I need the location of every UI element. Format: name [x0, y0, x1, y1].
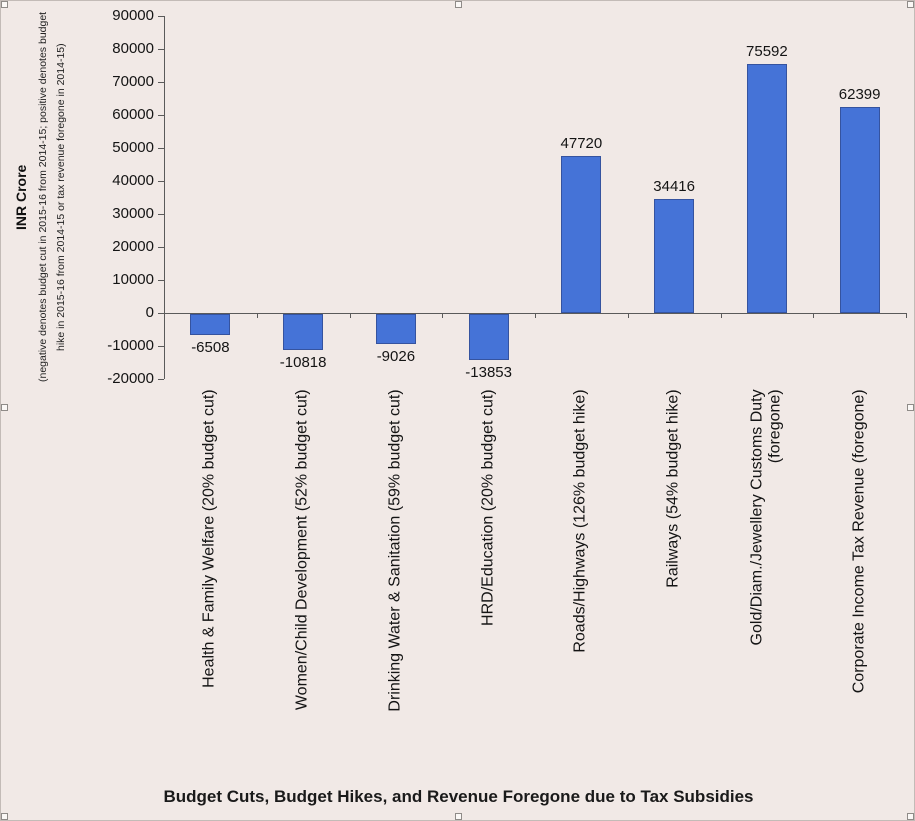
category-label: HRD/Education (20% budget cut)	[443, 389, 534, 759]
x-axis-tick	[813, 313, 815, 318]
x-axis-tick	[442, 313, 444, 318]
resize-handle-top-left[interactable]	[1, 1, 8, 8]
y-axis-tick-label: 0	[145, 304, 154, 321]
bar	[190, 314, 231, 336]
bar-value-label: -6508	[191, 339, 230, 357]
y-axis-tick	[158, 313, 164, 314]
category-label-text: Railways (54% budget hike)	[664, 389, 682, 588]
y-axis-tick-label: 40000	[112, 172, 154, 189]
chart-title: Budget Cuts, Budget Hikes, and Revenue F…	[163, 787, 754, 806]
category-label: Gold/Diam./Jewellery Customs Duty (foreg…	[722, 389, 813, 759]
bar	[283, 314, 324, 350]
y-axis-tick-label: 50000	[112, 139, 154, 156]
x-axis-tick	[535, 313, 536, 318]
bar	[654, 199, 695, 313]
category-label: Railways (54% budget hike)	[629, 389, 720, 759]
resize-handle-middle-right[interactable]	[907, 404, 914, 411]
bar-value-label: -9026	[376, 347, 416, 365]
bar	[468, 314, 509, 360]
category-label-text: Health & Family Welfare (20% budget cut)	[201, 389, 219, 688]
bar-value-label: 47720	[560, 134, 603, 152]
category-label: Roads/Highways (126% budget hike)	[536, 389, 627, 759]
y-axis-tick-label: 80000	[112, 40, 154, 57]
y-axis-line	[164, 16, 165, 379]
bar-value-label: 62399	[838, 86, 881, 104]
x-axis-tick	[164, 313, 165, 318]
resize-handle-top-right[interactable]	[907, 1, 914, 8]
bar	[746, 63, 787, 313]
resize-handle-bottom-right[interactable]	[907, 813, 914, 820]
y-axis-tick-label: 70000	[112, 73, 154, 90]
bar-value-label: 75592	[746, 42, 788, 60]
y-axis-tick	[158, 181, 164, 182]
y-axis-tick-label: 10000	[112, 271, 154, 288]
category-label-text: Roads/Highways (126% budget hike)	[572, 389, 590, 653]
bar-value-label: 34416	[653, 178, 695, 196]
category-label: Drinking Water & Sanitation (59% budget …	[351, 389, 442, 759]
category-label-text: Gold/Diam./Jewellery Customs Duty (foreg…	[748, 389, 784, 646]
category-label: Health & Family Welfare (20% budget cut)	[165, 389, 256, 759]
category-label-text: HRD/Education (20% budget cut)	[479, 389, 497, 626]
bar	[839, 107, 880, 313]
resize-handle-bottom-left[interactable]	[1, 813, 8, 820]
x-axis-tick	[627, 313, 629, 318]
y-axis-tick-label: -20000	[107, 370, 154, 387]
y-axis-tick-label: 60000	[112, 106, 154, 123]
resize-handle-bottom-middle[interactable]	[455, 813, 462, 820]
category-label: Corporate Income Tax Revenue (foregone)	[814, 389, 905, 759]
bar	[561, 155, 602, 313]
y-axis-tick	[158, 379, 164, 380]
resize-handle-middle-left[interactable]	[1, 404, 8, 411]
category-label-text: Drinking Water & Sanitation (59% budget …	[386, 389, 404, 712]
bar-value-label: -10818	[279, 353, 327, 371]
y-axis-tick-label: 20000	[112, 238, 154, 255]
bar-value-label: -13853	[465, 363, 512, 381]
y-axis-tick	[158, 280, 164, 281]
x-axis-tick	[349, 313, 351, 318]
y-axis-tick	[158, 82, 164, 83]
y-axis-tick	[158, 247, 164, 248]
y-axis-tick	[158, 16, 164, 17]
x-axis-tick	[906, 313, 907, 318]
y-axis-tick-label: -10000	[107, 337, 154, 354]
y-axis-tick	[158, 115, 164, 116]
resize-handle-top-middle[interactable]	[455, 1, 462, 8]
y-axis-tick-label: 30000	[112, 205, 154, 222]
bar	[375, 314, 416, 344]
y-axis-tick	[158, 49, 164, 50]
y-axis-tick	[158, 148, 164, 149]
y-axis-tick	[158, 346, 164, 347]
category-label-text: Corporate Income Tax Revenue (foregone)	[850, 389, 868, 693]
y-axis-tick-label: 90000	[112, 7, 154, 24]
x-axis-tick	[720, 313, 722, 318]
y-axis-tick	[158, 214, 164, 215]
category-label: Women/Child Development (52% budget cut)	[258, 389, 349, 759]
x-axis-tick	[256, 313, 258, 318]
category-label-text: Women/Child Development (52% budget cut)	[293, 389, 311, 710]
